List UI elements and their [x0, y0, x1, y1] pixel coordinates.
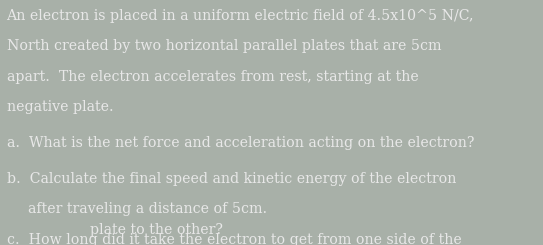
Text: b.  Calculate the final speed and kinetic energy of the electron: b. Calculate the final speed and kinetic… [7, 172, 456, 185]
Text: apart.  The electron accelerates from rest, starting at the: apart. The electron accelerates from res… [7, 70, 418, 84]
Text: plate to the other?: plate to the other? [90, 223, 223, 237]
Text: after traveling a distance of 5cm.: after traveling a distance of 5cm. [28, 202, 267, 216]
Text: c.  How long did it take the electron to get from one side of the: c. How long did it take the electron to … [7, 233, 461, 245]
Text: negative plate.: negative plate. [7, 100, 113, 114]
Text: An electron is placed in a uniform electric field of 4.5x10^5 N/C,: An electron is placed in a uniform elect… [7, 9, 474, 23]
Text: North created by two horizontal parallel plates that are 5cm: North created by two horizontal parallel… [7, 39, 441, 53]
Text: a.  What is the net force and acceleration acting on the electron?: a. What is the net force and acceleratio… [7, 136, 474, 150]
